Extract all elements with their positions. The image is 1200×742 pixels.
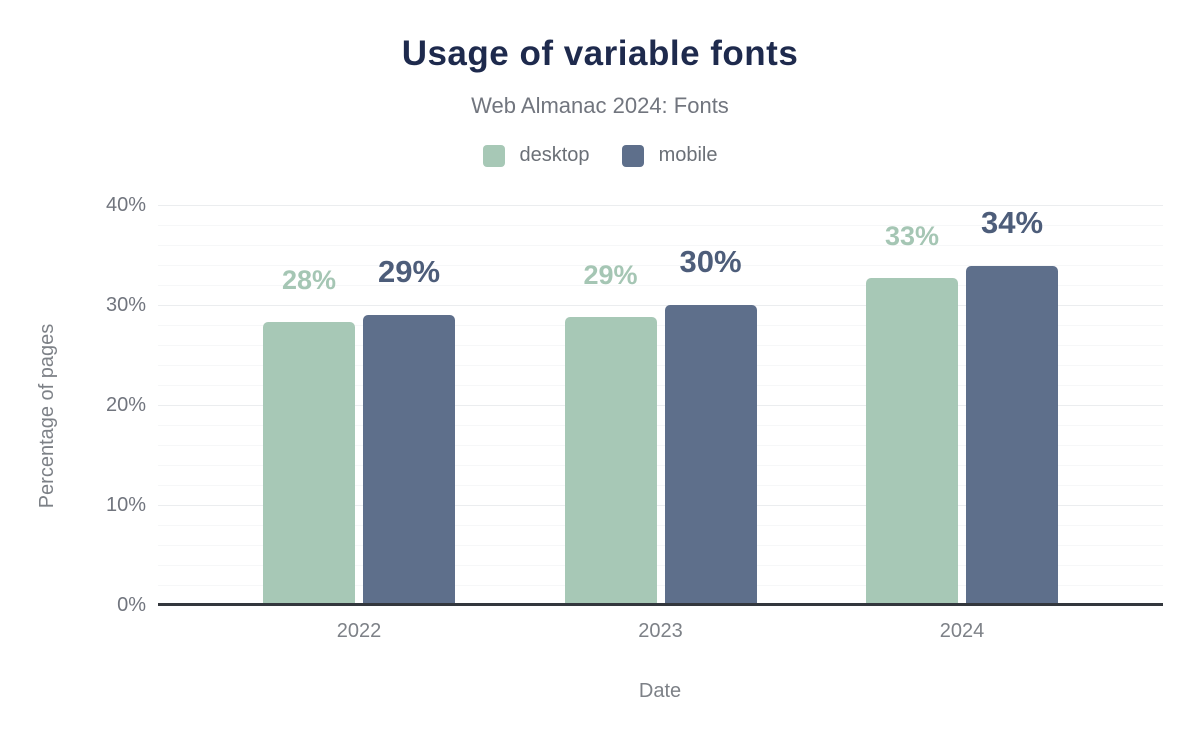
x-axis-line [158, 603, 1163, 606]
value-label-mobile-2022: 29% [377, 254, 441, 289]
gridline-minor [158, 264, 1163, 266]
y-tick-label: 10% [105, 494, 146, 516]
gridline-minor [158, 484, 1163, 486]
gridline-major [158, 304, 1163, 306]
gridline-minor [158, 524, 1163, 526]
value-label-mobile-2023: 30% [679, 244, 742, 279]
chart-subtitle: Web Almanac 2024: Fonts [471, 93, 729, 118]
gridline-minor [158, 324, 1163, 326]
legend-item-mobile: mobile [621, 144, 718, 167]
gridline-minor [158, 384, 1163, 386]
value-label-mobile-2024: 34% [980, 205, 1044, 240]
legend: desktop mobile [0, 144, 1200, 167]
gridline-minor [158, 344, 1163, 346]
gridline-major [158, 404, 1163, 406]
bar-mobile-2022 [363, 315, 455, 605]
legend-label-desktop: desktop [519, 144, 590, 166]
gridline-minor [158, 564, 1163, 566]
gridline-minor [158, 424, 1163, 426]
gridline-major [158, 204, 1163, 206]
bar-desktop-2024 [866, 278, 958, 605]
gridline-minor [158, 284, 1163, 286]
x-tick-label: 2022 [336, 620, 382, 642]
x-tick-label: 2023 [638, 620, 683, 642]
gridline-major [158, 504, 1163, 506]
y-tick-label: 30% [105, 294, 146, 316]
gridline-minor [158, 244, 1163, 246]
x-tick-label: 2024 [939, 620, 985, 642]
gridline-minor [158, 224, 1163, 226]
y-tick-label: 20% [105, 394, 146, 416]
y-axis-title: Percentage of pages [36, 323, 58, 509]
gridline-minor [158, 584, 1163, 586]
bar-mobile-2024 [966, 266, 1058, 605]
bar-desktop-2022 [263, 322, 355, 605]
value-label-desktop-2023: 29% [583, 260, 638, 290]
value-label-desktop-2024: 33% [884, 221, 940, 251]
gridline-minor [158, 364, 1163, 366]
plot-area: 28% 29% 29% 30% 33% 34% [158, 204, 1163, 606]
value-label-desktop-2022: 28% [281, 265, 337, 295]
x-axis-title: Date [638, 680, 682, 702]
gridline-minor [158, 464, 1163, 466]
gridline-minor [158, 544, 1163, 546]
legend-item-desktop: desktop [482, 144, 590, 167]
bar-mobile-2023 [664, 305, 757, 605]
gridline-minor [158, 444, 1163, 446]
y-tick-label: 0% [117, 594, 146, 616]
bar-desktop-2023 [564, 317, 657, 605]
legend-swatch-mobile [621, 144, 644, 167]
legend-label-mobile: mobile [658, 144, 718, 166]
legend-swatch-desktop [482, 144, 505, 167]
y-tick-label: 40% [105, 194, 146, 216]
chart-title: Usage of variable fonts [401, 34, 799, 73]
